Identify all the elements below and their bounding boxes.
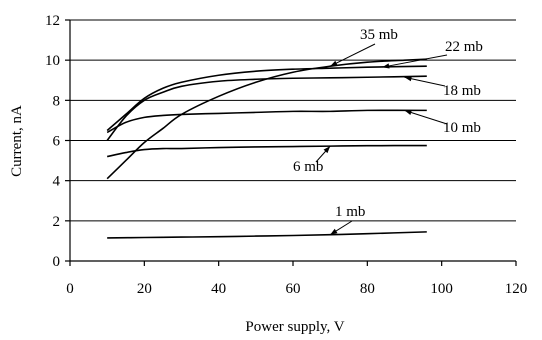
curve-label-6-mb: 6 mb bbox=[293, 159, 323, 175]
y-tick-label-12: 12 bbox=[45, 13, 60, 29]
curve-annotations: 35 mb 22 mb 18 mb 10 mb 6 mb 1 mb bbox=[293, 27, 483, 236]
annotation-arrow-18-mb bbox=[404, 76, 412, 82]
x-tick-label-100: 100 bbox=[430, 281, 453, 297]
curve-label-22-mb: 22 mb bbox=[445, 39, 483, 55]
x-tick-label-20: 20 bbox=[137, 281, 152, 297]
y-axis-label: Current, nA bbox=[9, 105, 25, 177]
annotation-leader-35-mb bbox=[329, 43, 376, 67]
annotation-arrow-6-mb bbox=[323, 146, 331, 154]
x-axis-label: Power supply, V bbox=[245, 319, 344, 335]
series-lines bbox=[106, 58, 427, 239]
y-tick-label-2: 2 bbox=[53, 214, 61, 230]
x-tick-label-40: 40 bbox=[211, 281, 226, 297]
series-line-18-mb bbox=[106, 75, 427, 141]
annotation-leader-10-mb bbox=[404, 109, 448, 125]
series-line-22-mb bbox=[106, 65, 427, 132]
series-line-1-mb bbox=[107, 231, 427, 239]
x-tick-labels: 0 20 40 60 80 100 120 bbox=[66, 281, 527, 297]
curve-label-18-mb: 18 mb bbox=[443, 83, 481, 99]
y-tick-label-0: 0 bbox=[53, 254, 61, 270]
annotation-leader-22-mb bbox=[382, 54, 448, 68]
x-tick-label-0: 0 bbox=[66, 281, 74, 297]
x-tick-label-80: 80 bbox=[360, 281, 375, 297]
annotation-arrow-1-mb bbox=[330, 228, 338, 235]
curve-label-1-mb: 1 mb bbox=[335, 204, 365, 220]
y-tick-label-10: 10 bbox=[45, 53, 60, 69]
series-line-35-mb bbox=[106, 58, 427, 180]
series-line-6-mb bbox=[107, 144, 427, 158]
annotation-arrow-10-mb bbox=[404, 110, 412, 115]
x-tick-label-120: 120 bbox=[505, 281, 528, 297]
y-tick-label-4: 4 bbox=[53, 174, 61, 190]
axes bbox=[65, 19, 517, 266]
y-tick-label-6: 6 bbox=[53, 134, 61, 150]
y-tick-label-8: 8 bbox=[53, 93, 61, 109]
y-tick-labels: 0 2 4 6 8 10 12 bbox=[45, 13, 61, 270]
series-line-10-mb bbox=[106, 109, 427, 134]
curve-label-10-mb: 10 mb bbox=[443, 120, 481, 136]
annotation-arrow-22-mb bbox=[382, 63, 390, 69]
x-tick-label-60: 60 bbox=[286, 281, 301, 297]
annotation-arrow-35-mb bbox=[330, 60, 338, 67]
curve-label-35-mb: 35 mb bbox=[360, 27, 398, 43]
